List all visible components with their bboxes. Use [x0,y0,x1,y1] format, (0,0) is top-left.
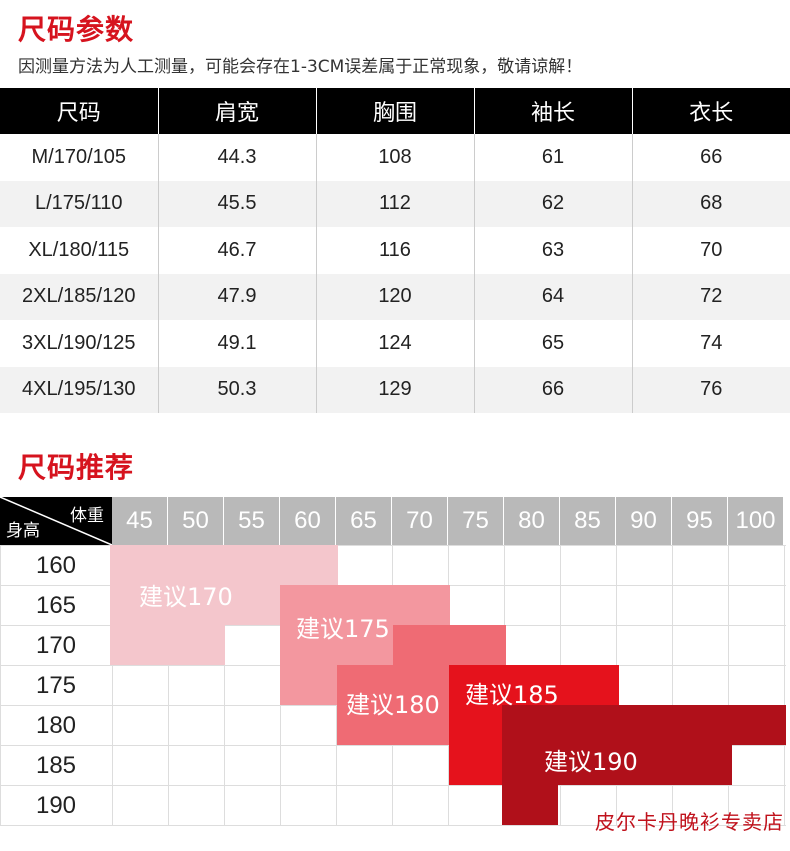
header-sleeve: 袖长 [473,88,632,134]
grid-row-line [0,825,786,826]
header-shoulder: 肩宽 [157,88,316,134]
cell-shoulder: 45.5 [157,180,316,227]
size-params-title: 尺码参数 [18,13,135,46]
weight-header-55: 55 [224,497,280,545]
store-watermark: 皮尔卡丹晚衫专卖店 [595,810,784,834]
size-recommend-title: 尺码推荐 [18,451,135,484]
grid-col-line [0,545,1,825]
weight-header-45: 45 [112,497,168,545]
cell-length: 76 [631,366,790,413]
recommend-zone-label: 建议170 [139,583,233,611]
cell-chest: 116 [315,227,474,274]
header-size: 尺码 [0,88,158,134]
height-label-175: 175 [35,672,77,699]
cell-sleeve: 66 [473,366,632,413]
height-label-190: 190 [35,792,77,819]
height-label-170: 170 [35,632,77,659]
height-label-160: 160 [35,552,77,579]
grid-col-line [112,545,113,825]
recommend-zone-label: 建议190 [544,748,638,776]
cell-shoulder: 44.3 [157,134,316,181]
table-row: 3XL/190/125 49.1 124 65 74 [0,320,790,367]
recommend-zone-block [110,625,225,665]
table-row: XL/180/115 46.7 116 63 70 [0,227,790,274]
cell-size: XL/180/115 [0,227,158,274]
weight-header-65: 65 [336,497,392,545]
recommend-zone-block [449,705,505,745]
header-length: 衣长 [631,88,790,134]
weight-header-50: 50 [168,497,224,545]
table-row: 4XL/195/130 50.3 129 66 76 [0,366,790,413]
recommend-zone-block [337,705,450,745]
cell-size: 4XL/195/130 [0,366,158,413]
grid-col-line [728,545,729,825]
weight-header-75: 75 [448,497,504,545]
cell-sleeve: 65 [473,320,632,367]
cell-chest: 120 [315,273,474,320]
measurement-note: 因测量方法为人工测量，可能会存在1-3CM误差属于正常现象，敬请谅解！ [18,57,583,77]
grid-col-line [784,545,785,825]
size-table: 尺码 肩宽 胸围 袖长 衣长 M/170/105 44.3 108 61 66 … [0,88,790,413]
corner-diagonal [0,497,112,545]
recommend-zone-label: 建议185 [465,681,559,709]
grid-col-line [168,545,169,825]
weight-header-60: 60 [280,497,336,545]
height-label-180: 180 [35,712,77,739]
recommend-zone-label: 建议175 [296,615,390,643]
height-label-165: 165 [35,592,77,619]
grid-col-line [224,545,225,825]
weight-header-70: 70 [392,497,448,545]
height-label-185: 185 [35,752,77,779]
header-chest: 胸围 [315,88,474,134]
recommend-zone-block [337,665,450,705]
recommend-zone-block [280,665,337,705]
weight-header-90: 90 [616,497,672,545]
recommend-zone-block [502,705,786,745]
recommend-zone-block [393,625,506,665]
cell-size: M/170/105 [0,134,158,181]
grid-row-line [0,785,786,786]
cell-length: 72 [631,273,790,320]
cell-sleeve: 63 [473,227,632,274]
table-row: M/170/105 44.3 108 61 66 [0,134,790,181]
cell-chest: 108 [315,134,474,181]
cell-size: 2XL/185/120 [0,273,158,320]
recommend-zone-label: 建议180 [346,691,440,719]
weight-header-80: 80 [504,497,560,545]
cell-size: L/175/110 [0,180,158,227]
grid-row-line [0,545,786,546]
recommend-zone-block [449,665,619,705]
grid-row-line [0,745,786,746]
cell-chest: 112 [315,180,474,227]
grid-corner: 体重 身高 [0,497,112,545]
cell-shoulder: 46.7 [157,227,316,274]
weight-header-85: 85 [560,497,616,545]
cell-shoulder: 49.1 [157,320,316,367]
recommend-zone-block [502,745,732,785]
size-table-header: 尺码 肩宽 胸围 袖长 衣长 [0,88,790,134]
cell-chest: 129 [315,366,474,413]
grid-col-line [672,545,673,825]
weight-header-95: 95 [672,497,728,545]
corner-height-label: 身高 [6,521,40,541]
cell-sleeve: 62 [473,180,632,227]
cell-shoulder: 47.9 [157,273,316,320]
weight-header-100: 100 [728,497,784,545]
table-row: L/175/110 45.5 112 62 68 [0,180,790,227]
cell-sleeve: 64 [473,273,632,320]
recommend-zone-block [502,785,558,825]
cell-length: 74 [631,320,790,367]
cell-shoulder: 50.3 [157,366,316,413]
recommend-zone-block [449,745,505,785]
cell-length: 70 [631,227,790,274]
recommend-zone-block [280,585,450,625]
table-row: 2XL/185/120 47.9 120 64 72 [0,273,790,320]
cell-sleeve: 61 [473,134,632,181]
cell-size: 3XL/190/125 [0,320,158,367]
cell-length: 66 [631,134,790,181]
corner-weight-label: 体重 [70,506,104,526]
recommend-zone-block [110,545,338,585]
cell-chest: 124 [315,320,474,367]
cell-length: 68 [631,180,790,227]
